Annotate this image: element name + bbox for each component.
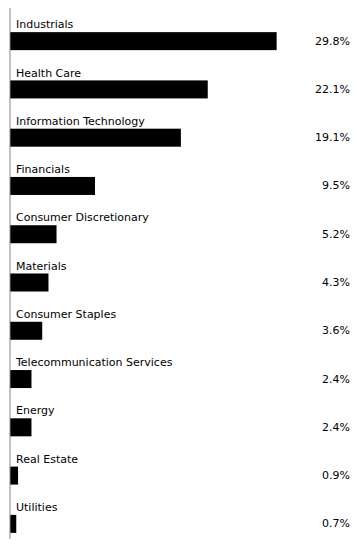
category-label: Energy [16, 404, 55, 417]
axis-line [10, 8, 11, 539]
value-label: 4.3% [322, 276, 350, 289]
bar [10, 129, 181, 147]
value-label: 19.1% [315, 131, 350, 144]
value-label: 0.9% [322, 469, 350, 482]
category-label: Consumer Staples [16, 308, 116, 321]
value-label: 2.4% [322, 373, 350, 386]
category-label: Financials [16, 163, 70, 176]
bar [10, 274, 48, 292]
value-label: 3.6% [322, 324, 350, 337]
value-label: 22.1% [315, 83, 350, 96]
category-label: Consumer Discretionary [16, 211, 149, 224]
category-label: Real Estate [16, 453, 78, 466]
bar [10, 322, 42, 340]
bar [10, 80, 208, 98]
labels: Industrials 29.8% Health Care 22.1% Informat… [15, 18, 350, 530]
value-label: 2.4% [322, 421, 350, 434]
value-label: 9.5% [322, 179, 350, 192]
value-label: 5.2% [322, 228, 350, 241]
category-label: Materials [16, 260, 67, 273]
category-label: Health Care [16, 67, 81, 80]
bar [10, 225, 57, 243]
bar [10, 467, 18, 485]
value-label: 0.7% [322, 517, 350, 530]
chart-svg: Industrials 29.8% Health Care 22.1% Informat… [0, 0, 360, 547]
bar [10, 515, 16, 533]
bar [10, 177, 95, 195]
bar [10, 32, 277, 50]
bar [10, 418, 31, 436]
category-label: Information Technology [16, 115, 145, 128]
value-label: 29.8% [315, 35, 350, 48]
category-label: Telecommunication Services [15, 356, 173, 369]
chart-container: Industrials 29.8% Health Care 22.1% Informat… [0, 0, 360, 547]
bar [10, 370, 31, 388]
category-label: Utilities [16, 501, 58, 514]
bars [10, 32, 277, 533]
category-label: Industrials [16, 18, 74, 31]
